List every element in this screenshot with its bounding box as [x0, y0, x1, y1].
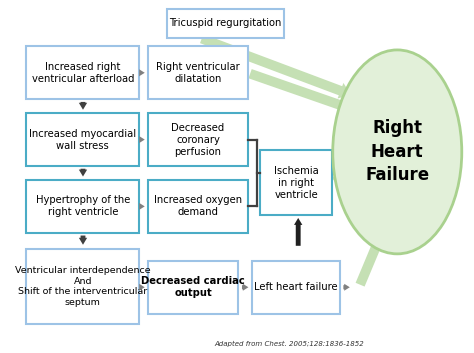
Text: Adapted from Chest. 2005;128:1836-1852: Adapted from Chest. 2005;128:1836-1852	[214, 341, 364, 347]
Text: Increased right
ventricular afterload: Increased right ventricular afterload	[31, 62, 134, 84]
FancyBboxPatch shape	[27, 113, 139, 166]
FancyBboxPatch shape	[148, 113, 247, 166]
Text: Increased oxygen
demand: Increased oxygen demand	[154, 196, 242, 217]
FancyBboxPatch shape	[148, 180, 247, 233]
Text: Ischemia
in right
ventricle: Ischemia in right ventricle	[274, 166, 319, 200]
Text: Right ventricular
dilatation: Right ventricular dilatation	[156, 62, 240, 84]
FancyBboxPatch shape	[148, 46, 247, 99]
Ellipse shape	[333, 50, 462, 254]
FancyBboxPatch shape	[27, 249, 139, 324]
Text: Left heart failure: Left heart failure	[254, 282, 337, 292]
Text: Tricuspid regurgitation: Tricuspid regurgitation	[169, 18, 282, 28]
FancyBboxPatch shape	[167, 9, 284, 38]
Text: Ventricular interdependence
And
Shift of the interventricular
septum: Ventricular interdependence And Shift of…	[15, 266, 151, 307]
FancyBboxPatch shape	[148, 261, 238, 313]
Text: Hypertrophy of the
right ventricle: Hypertrophy of the right ventricle	[36, 196, 130, 217]
FancyBboxPatch shape	[27, 180, 139, 233]
FancyBboxPatch shape	[27, 46, 139, 99]
FancyBboxPatch shape	[252, 261, 340, 313]
Text: Decreased
coronary
perfusion: Decreased coronary perfusion	[171, 122, 225, 157]
FancyBboxPatch shape	[260, 150, 332, 215]
Text: Decreased cardiac
output: Decreased cardiac output	[141, 276, 245, 298]
Text: Increased myocardial
wall stress: Increased myocardial wall stress	[29, 128, 137, 151]
Text: Right
Heart
Failure: Right Heart Failure	[365, 119, 429, 185]
